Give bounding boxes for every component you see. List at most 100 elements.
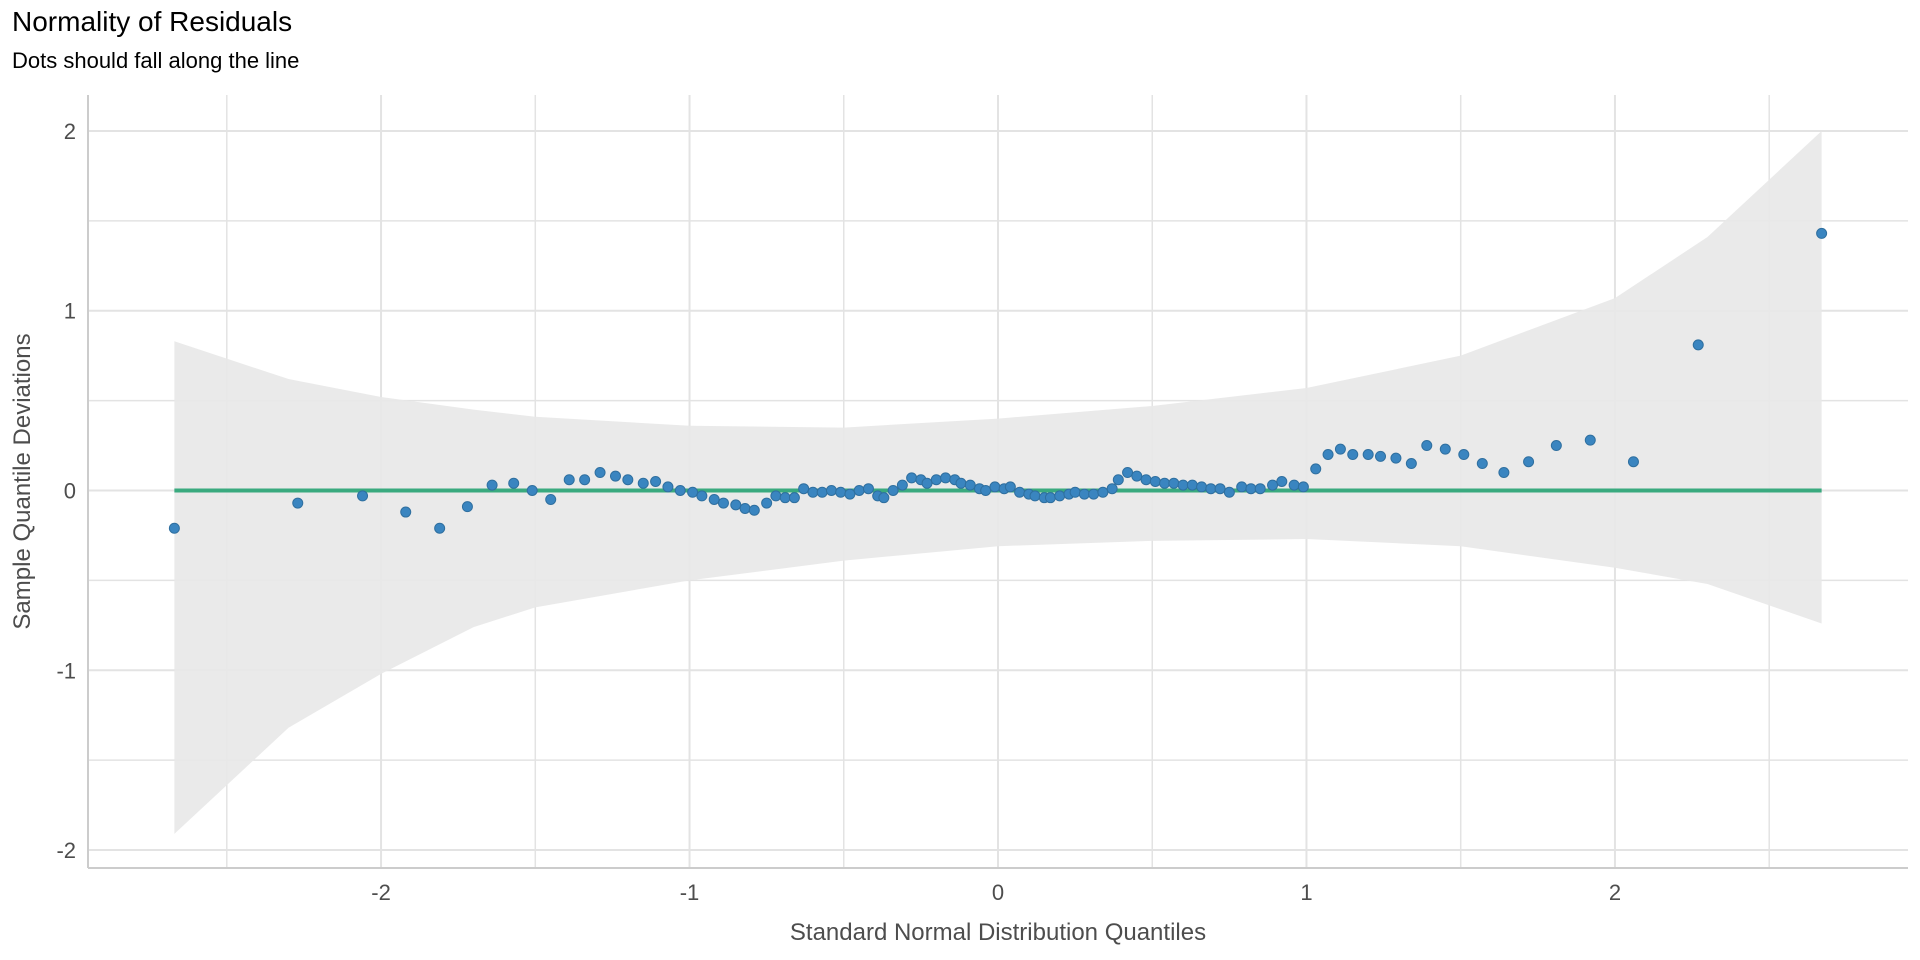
data-point [400, 506, 412, 518]
data-point [1149, 476, 1161, 487]
data-point [853, 484, 865, 496]
data-point [1297, 481, 1309, 493]
x-tick-label: -1 [680, 880, 700, 905]
data-point [1421, 440, 1433, 452]
data-point [1054, 490, 1066, 502]
data-point [761, 497, 773, 509]
data-point [887, 484, 899, 496]
data-point [622, 474, 634, 486]
data-point [798, 483, 810, 495]
data-point [1627, 456, 1639, 468]
data-point [609, 470, 621, 482]
data-point [1254, 483, 1266, 495]
data-point [1112, 474, 1124, 486]
data-point [1405, 458, 1417, 470]
data-point [1088, 488, 1100, 500]
data-point [526, 484, 538, 496]
x-axis-title: Standard Normal Distribution Quantiles [790, 919, 1206, 946]
data-point [1168, 477, 1180, 489]
data-point [779, 492, 791, 504]
data-point [717, 497, 729, 509]
data-point [1106, 483, 1118, 495]
data-point [1288, 479, 1300, 491]
data-point [1458, 449, 1470, 461]
data-point [770, 490, 782, 502]
data-point [930, 474, 942, 486]
data-point [1223, 486, 1235, 498]
x-axis-ticks: -2 -1 0 1 2 [371, 880, 1621, 905]
data-point [1322, 449, 1334, 461]
data-point [1069, 486, 1081, 498]
data-point [1097, 486, 1109, 498]
y-tick-label: -1 [56, 658, 76, 683]
data-point [292, 497, 304, 509]
data-point [1205, 483, 1217, 495]
y-tick-label: 0 [64, 478, 76, 503]
data-point [1078, 488, 1090, 500]
data-point [579, 474, 591, 486]
data-point [637, 477, 649, 489]
data-point [1159, 477, 1171, 489]
x-tick-label: 2 [1609, 880, 1621, 905]
data-point [896, 479, 908, 491]
data-point [545, 493, 557, 505]
data-point [1550, 440, 1562, 452]
data-point [921, 477, 933, 489]
data-point [357, 490, 369, 502]
data-point [1816, 227, 1828, 239]
data-point [1214, 483, 1226, 495]
data-point [835, 486, 847, 498]
data-point [1375, 450, 1387, 462]
data-point [168, 522, 180, 534]
data-point [434, 522, 446, 534]
data-point [940, 472, 952, 484]
data-point [989, 481, 1001, 493]
data-point [1044, 492, 1056, 504]
data-point [1584, 434, 1596, 446]
y-axis-title: Sample Quantile Deviations [9, 333, 36, 629]
data-point [1276, 476, 1288, 487]
data-point [1362, 449, 1374, 461]
data-point [508, 477, 520, 489]
data-point [730, 499, 742, 511]
data-point [748, 504, 760, 516]
chart-subtitle: Dots should fall along the line [12, 48, 300, 73]
data-point [844, 488, 856, 500]
data-point [708, 493, 720, 505]
y-tick-label: 2 [64, 119, 76, 144]
y-tick-label: -2 [56, 838, 76, 863]
data-point [862, 483, 874, 495]
data-points [168, 227, 1828, 534]
data-point [1439, 443, 1451, 455]
data-point [674, 484, 686, 496]
data-point [878, 492, 890, 504]
data-point [461, 501, 473, 513]
data-point [1014, 486, 1026, 498]
data-point [825, 484, 837, 496]
data-point [788, 492, 800, 504]
data-point [1140, 474, 1152, 486]
data-point [1131, 470, 1143, 482]
data-point [1004, 481, 1016, 493]
y-axis-ticks: -2 -1 0 1 2 [56, 119, 76, 863]
data-point [594, 467, 606, 479]
data-point [1334, 443, 1346, 455]
data-point [980, 484, 992, 496]
data-point [807, 486, 819, 498]
data-point [662, 481, 674, 493]
data-point [1177, 479, 1189, 491]
data-point [1245, 483, 1257, 495]
data-point [1236, 481, 1248, 493]
data-point [696, 490, 708, 502]
data-point [1476, 458, 1488, 470]
x-tick-label: 1 [1300, 880, 1312, 905]
data-point [964, 479, 976, 491]
data-point [739, 502, 751, 514]
data-point [1122, 467, 1134, 479]
data-point [1692, 339, 1704, 351]
data-point [1196, 481, 1208, 493]
data-point [955, 477, 967, 489]
data-point [1390, 452, 1402, 464]
data-point [563, 474, 575, 486]
data-point [1029, 490, 1041, 502]
